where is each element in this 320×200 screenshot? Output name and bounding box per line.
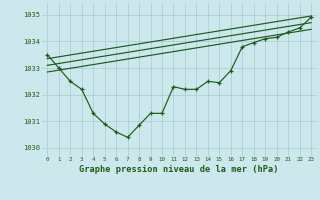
X-axis label: Graphe pression niveau de la mer (hPa): Graphe pression niveau de la mer (hPa) [79,165,279,174]
